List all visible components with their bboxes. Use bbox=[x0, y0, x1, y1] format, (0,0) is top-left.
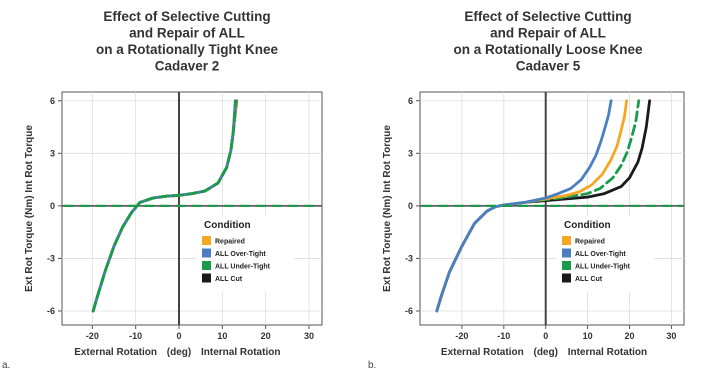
legend-background bbox=[556, 216, 654, 292]
panel-label: a. bbox=[2, 360, 10, 371]
series-line-all-over-tight bbox=[435, 99, 613, 313]
x-tick-label: -20 bbox=[455, 331, 468, 341]
y-axis-label: Ext Rot Torque (Nm) Int Rot Torque bbox=[24, 125, 35, 292]
chart-title-line: Effect of Selective Cutting bbox=[464, 9, 631, 24]
chart-title-line: Effect of Selective Cutting bbox=[103, 9, 270, 24]
x-tick-label: 30 bbox=[304, 331, 314, 341]
legend-swatch bbox=[562, 248, 571, 258]
y-tick-label: -6 bbox=[47, 306, 55, 316]
legend-background bbox=[196, 216, 294, 292]
y-tick-label: 0 bbox=[408, 201, 413, 211]
legend-item-label: ALL Under-Tight bbox=[215, 264, 271, 271]
legend-item-label: ALL Cut bbox=[215, 276, 243, 283]
chart-title-line: and Repair of ALL bbox=[490, 26, 606, 41]
x-tick-label: -20 bbox=[86, 331, 99, 341]
legend-item-label: Repaired bbox=[575, 239, 605, 246]
y-tick-label: -3 bbox=[47, 253, 55, 263]
x-tick-label: 30 bbox=[666, 331, 676, 341]
chart-title-line: Cadaver 5 bbox=[516, 59, 581, 74]
x-axis-label-right: Internal Rotation bbox=[568, 347, 647, 358]
legend-item-label: Repaired bbox=[215, 239, 245, 246]
y-tick-label: -6 bbox=[405, 306, 413, 316]
legend: Condition Repaired ALL Over-Tight ALL Under… bbox=[556, 216, 654, 292]
y-tick-label: 0 bbox=[50, 201, 55, 211]
y-tick-label: 3 bbox=[50, 148, 55, 158]
x-axis-label-unit: (deg) bbox=[167, 347, 191, 358]
legend-item-label: ALL Cut bbox=[575, 276, 603, 283]
x-tick-label: -10 bbox=[497, 331, 510, 341]
chart-title-line: on a Rotationally Loose Knee bbox=[453, 42, 643, 57]
chart-panel-b: Effect of Selective Cutting and Repair of… bbox=[368, 9, 685, 371]
legend-title: Condition bbox=[204, 220, 251, 231]
chart-panel-a: Effect of Selective Cutting and Repair of… bbox=[2, 9, 323, 371]
chart-title-line: Cadaver 2 bbox=[155, 59, 220, 74]
y-tick-label: -3 bbox=[405, 253, 413, 263]
legend-item-label: ALL Over-Tight bbox=[575, 251, 626, 258]
legend-item-label: ALL Over-Tight bbox=[215, 251, 266, 258]
legend-swatch bbox=[202, 236, 211, 245]
x-tick-label: 0 bbox=[543, 331, 548, 341]
x-axis-label-left: External Rotation bbox=[441, 347, 524, 358]
legend-item-label: ALL Under-Tight bbox=[575, 264, 631, 271]
chart-title-line: on a Rotationally Tight Knee bbox=[96, 42, 279, 57]
x-tick-label: 20 bbox=[261, 331, 271, 341]
chart-title-line: and Repair of ALL bbox=[129, 26, 245, 41]
y-tick-label: 6 bbox=[408, 96, 413, 106]
x-axis-label-unit: (deg) bbox=[533, 347, 557, 358]
series-line-all-under-tight bbox=[91, 99, 238, 313]
panel-label: b. bbox=[368, 360, 376, 371]
legend-swatch bbox=[202, 261, 211, 270]
legend-swatch bbox=[562, 261, 571, 270]
y-tick-label: 3 bbox=[408, 148, 413, 158]
y-axis-label: Ext Rot Torque (Nm) Int Rot Torque bbox=[382, 125, 393, 292]
x-axis-label-left: External Rotation bbox=[74, 347, 157, 358]
y-tick-label: 6 bbox=[50, 96, 55, 106]
x-tick-label: 10 bbox=[583, 331, 593, 341]
x-tick-label: -10 bbox=[129, 331, 142, 341]
legend: Condition Repaired ALL Over-Tight ALL Under… bbox=[196, 216, 294, 292]
legend-swatch bbox=[202, 273, 211, 283]
x-tick-label: 20 bbox=[625, 331, 635, 341]
legend-swatch bbox=[562, 236, 571, 245]
x-axis-label-right: Internal Rotation bbox=[201, 347, 280, 358]
x-tick-label: 10 bbox=[217, 331, 227, 341]
x-tick-label: 0 bbox=[176, 331, 181, 341]
legend-title: Condition bbox=[564, 220, 611, 231]
legend-swatch bbox=[202, 248, 211, 258]
legend-swatch bbox=[562, 273, 571, 283]
